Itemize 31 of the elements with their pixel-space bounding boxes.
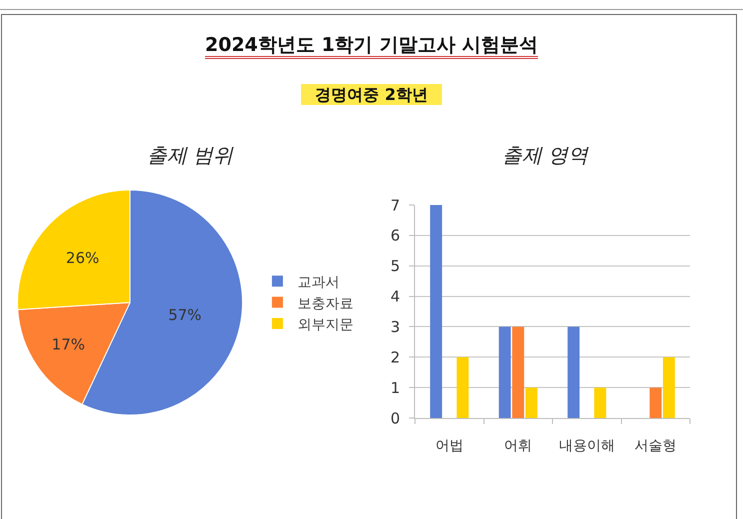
bar [456,357,469,418]
legend-label: 외부지문 [297,316,354,333]
y-tick-label: 5 [390,257,400,276]
data-label: 17% [52,335,86,354]
x-tick-label: 어법 [435,438,464,454]
x-tick-label: 내용이해 [558,438,615,454]
text: 2024학년도 1학기 기말고사 시험분석 [205,34,538,56]
bar [512,326,524,418]
bar [594,388,606,418]
y-tick-label: 7 [390,196,400,214]
data-label: 26% [66,248,100,267]
x-tick-label: 어휘 [504,438,532,454]
y-tick-label: 4 [390,288,400,306]
bar [430,205,442,418]
x-tick-label: 서술형 [634,438,677,454]
chart-title: 출제 영역 [502,143,590,167]
y-tick-label: 3 [390,318,400,336]
legend-label: 보충자료 [297,296,354,312]
bar [498,326,511,418]
chart-title: 출제 범위 [146,143,234,167]
y-tick-label: 1 [390,378,400,397]
legend-label: 교과서 [297,274,340,291]
bar [650,388,662,418]
y-tick-label: 6 [390,226,400,245]
text: 경명여중 2학년 [301,84,442,105]
bar [568,326,580,418]
bar [662,357,675,418]
data-label: 57% [168,306,202,324]
y-tick-label: 2 [390,348,400,366]
bar [525,388,538,418]
y-tick-label: 0 [390,409,400,428]
